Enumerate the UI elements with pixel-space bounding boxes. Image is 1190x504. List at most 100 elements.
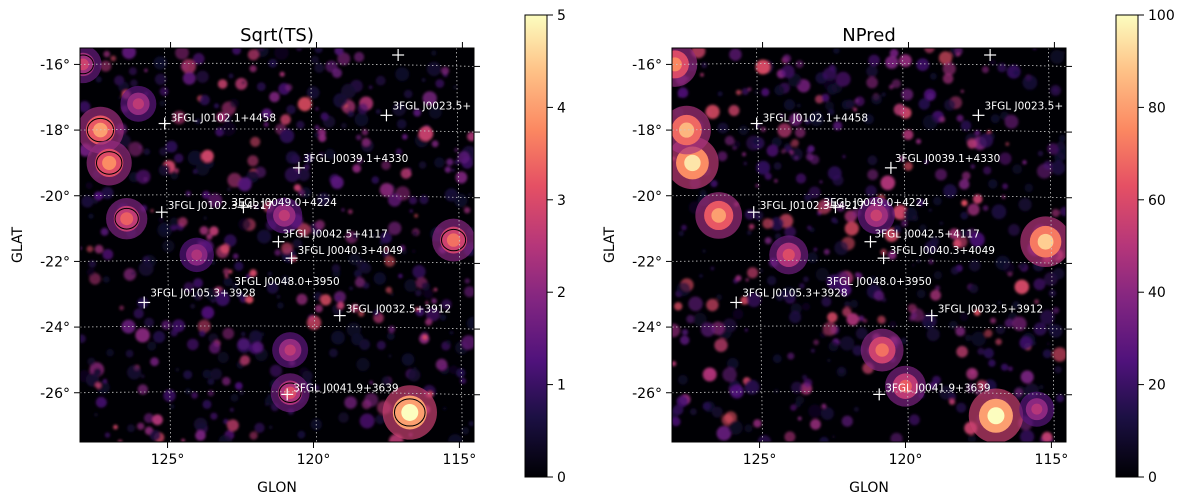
noise-blob xyxy=(924,48,935,54)
bright-spots xyxy=(80,48,474,440)
source-label: 3FGL J0048.0+3950 xyxy=(234,276,339,288)
noise-blob xyxy=(297,97,312,112)
noise-blob xyxy=(102,249,114,260)
noise-blob xyxy=(889,48,899,58)
noise-blob xyxy=(717,122,729,134)
noise-blob xyxy=(686,314,695,324)
noise-blob xyxy=(1034,299,1040,305)
source-label: 3FGL J0105.3+3928 xyxy=(150,287,255,299)
noise-blob xyxy=(162,239,175,253)
noise-blob xyxy=(336,295,341,301)
noise-blob xyxy=(831,217,837,224)
noise-blob xyxy=(813,247,818,252)
noise-blob xyxy=(220,244,230,254)
noise-blob xyxy=(299,367,309,377)
noise-blob xyxy=(939,221,944,225)
source-label: 3FGL J0105.3+3928 xyxy=(742,287,847,299)
noise-blob xyxy=(1040,309,1055,325)
noise-blob xyxy=(982,205,989,211)
noise-blob xyxy=(400,168,412,179)
noise-blob xyxy=(118,96,122,100)
noise-blob xyxy=(376,340,386,350)
noise-blob xyxy=(297,223,311,237)
noise-blob xyxy=(854,96,865,107)
noise-blob xyxy=(464,286,474,298)
noise-blob xyxy=(988,179,998,189)
noise-blob xyxy=(966,383,976,393)
x-tick-label: 115° xyxy=(443,452,477,468)
noise-blob xyxy=(435,79,445,88)
noise-blob xyxy=(358,310,365,317)
hotspot-core xyxy=(870,209,883,222)
source-markers: 3FGL J0102.1+4458 3FGL J0023.5+ 3FGL J0039… xyxy=(138,49,471,401)
noise-blob xyxy=(828,341,839,352)
noise-blob xyxy=(728,105,740,116)
noise-blob xyxy=(706,298,719,312)
noise-blob xyxy=(384,246,390,252)
noise-blob xyxy=(933,196,942,206)
noise-blob xyxy=(228,73,234,79)
noise-blob xyxy=(234,261,244,271)
noise-blob xyxy=(939,116,946,123)
noise-blob xyxy=(777,123,792,138)
noise-blob xyxy=(375,75,386,86)
noise-blob xyxy=(716,425,732,441)
y-tick-label: -20° xyxy=(632,189,662,205)
grid-line-lat xyxy=(672,194,1066,199)
noise-blob xyxy=(761,88,770,97)
noise-blob xyxy=(735,89,742,96)
noise-blob xyxy=(844,301,851,308)
noise-blob xyxy=(235,382,243,390)
noise-blob xyxy=(209,226,219,236)
noise-blob xyxy=(717,151,728,162)
noise-blob xyxy=(185,190,191,197)
noise-blob xyxy=(268,425,273,430)
noise-blob xyxy=(425,307,440,322)
noise-blob xyxy=(1056,394,1065,403)
noise-blob xyxy=(158,217,164,223)
noise-blob xyxy=(388,354,392,358)
noise-blob xyxy=(827,312,838,323)
noise-blob xyxy=(104,432,111,438)
noise-blob xyxy=(297,168,310,182)
source-label: 3FGL J0023.5+ xyxy=(392,100,471,112)
noise-blob xyxy=(448,434,463,442)
noise-blob xyxy=(199,226,209,235)
noise-blob xyxy=(672,323,681,338)
noise-blob xyxy=(463,207,471,214)
noise-blob xyxy=(967,434,977,442)
noise-blob xyxy=(201,149,214,163)
noise-blob xyxy=(806,252,818,264)
noise-blob xyxy=(916,58,930,71)
noise-blob xyxy=(955,326,966,337)
noise-blob xyxy=(819,180,823,184)
noise-blob xyxy=(1059,206,1066,217)
hotspot-core xyxy=(1031,403,1043,415)
noise-blob xyxy=(296,293,308,305)
noise-blob xyxy=(361,137,371,147)
noise-blob xyxy=(222,327,235,340)
noise-blob xyxy=(1042,349,1052,359)
noise-blob xyxy=(433,287,438,292)
noise-blob xyxy=(443,406,447,411)
noise-blob xyxy=(722,367,737,382)
noise-blob xyxy=(782,54,791,63)
noise-blob xyxy=(277,302,284,309)
noise-blob xyxy=(130,79,138,87)
noise-blob xyxy=(315,107,319,111)
x-axis-label: GLON xyxy=(257,480,297,496)
noise-blob xyxy=(866,76,878,89)
noise-blob xyxy=(87,357,96,366)
hotspot-core xyxy=(684,154,701,172)
noise-blob xyxy=(93,191,103,201)
noise-blob xyxy=(372,234,376,238)
noise-blob xyxy=(191,391,198,399)
noise-blob xyxy=(817,200,832,215)
noise-blob xyxy=(354,277,366,288)
noise-blob xyxy=(237,337,250,350)
noise-blob xyxy=(968,259,981,272)
noise-blob xyxy=(766,275,777,286)
noise-blob xyxy=(949,320,958,330)
noise-blob xyxy=(752,137,760,146)
noise-blob xyxy=(361,129,369,136)
